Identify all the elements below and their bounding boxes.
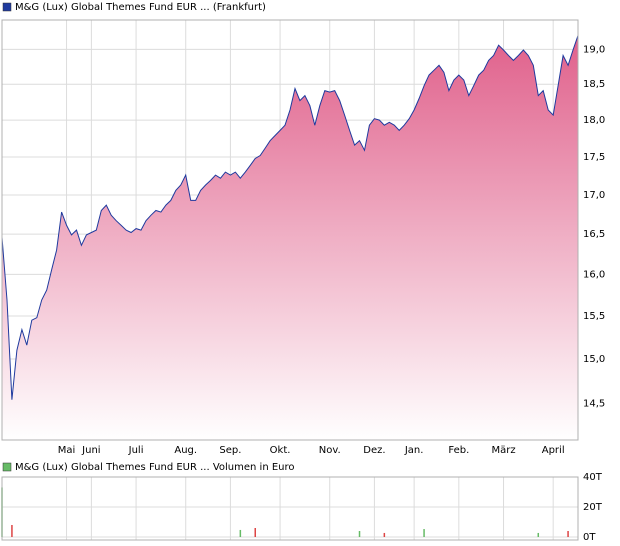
x-tick-label: Nov.	[319, 445, 341, 456]
y-tick-label: 18,0	[583, 115, 605, 126]
y-tick-label: 15,5	[583, 311, 605, 322]
x-tick-label: Juli	[128, 445, 144, 456]
legend-label: M&G (Lux) Global Themes Fund EUR ... Vol…	[15, 462, 295, 473]
y-tick-label: 0T	[583, 532, 596, 543]
x-tick-label: Mai	[58, 445, 76, 456]
y-tick-label: 16,0	[583, 269, 605, 280]
y-tick-label: 14,5	[583, 398, 605, 409]
volume-bar	[383, 532, 386, 537]
x-tick-label: Sep.	[219, 445, 241, 456]
volume-bar	[567, 531, 569, 537]
y-tick-label: 19,0	[583, 44, 605, 55]
y-tick-label: 17,5	[583, 152, 605, 163]
y-tick-label: 20T	[583, 502, 603, 513]
volume-bar	[423, 529, 425, 537]
y-tick-label: 18,5	[583, 79, 605, 90]
x-tick-label: Dez.	[363, 445, 385, 456]
x-tick-label: Aug.	[174, 445, 197, 456]
x-tick-label: Okt.	[270, 445, 291, 456]
plot-frame	[1, 476, 579, 541]
volume-bar	[537, 532, 540, 537]
x-tick-label: Jan.	[404, 445, 424, 456]
area-fill	[2, 35, 578, 440]
price-line	[1, 35, 579, 400]
y-tick-label: 40T	[583, 472, 603, 483]
volume-bar	[239, 529, 242, 537]
y-tick-label: 17,0	[583, 190, 605, 201]
plot-frame	[1, 19, 579, 441]
legend-swatch	[2, 462, 12, 472]
volume-bar	[358, 531, 361, 537]
x-tick-label: Juni	[81, 445, 100, 456]
volume-bar	[11, 525, 13, 537]
y-tick-label: 16,5	[583, 229, 605, 240]
x-tick-label: Feb.	[448, 445, 469, 456]
legend-label: M&G (Lux) Global Themes Fund EUR ... (Fr…	[15, 2, 266, 13]
legend-swatch	[2, 2, 12, 12]
x-tick-label: März	[491, 445, 515, 456]
volume-bar	[254, 528, 256, 537]
y-tick-label: 15,0	[583, 354, 605, 365]
x-tick-label: April	[542, 445, 565, 456]
